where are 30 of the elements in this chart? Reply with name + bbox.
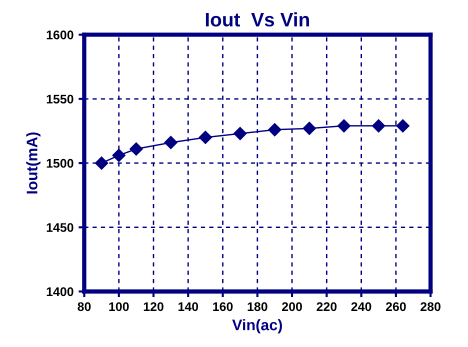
y-tick-label: 1500 [46,158,74,168]
x-tick-label: 260 [386,302,406,312]
x-tick-label: 180 [248,302,268,312]
x-tick-label: 280 [420,302,440,312]
point [94,156,108,170]
point [164,136,178,150]
point [112,148,126,162]
point [302,122,316,136]
x-tick-label: 100 [109,302,129,312]
y-tick-label: 1400 [46,287,74,296]
point [130,142,143,156]
x-tick-label: 80 [78,302,91,312]
y-tick-label: 1550 [46,94,74,104]
x-tick-label: 120 [144,302,164,312]
point [233,126,247,140]
x-tick-label: 220 [316,302,337,312]
x-tick-label: 200 [282,302,302,312]
x-tick-label: 160 [213,302,233,312]
x-tick-label: 140 [178,302,198,312]
point [337,119,351,132]
chart-title: Iout Vs Vin [206,12,309,27]
point [372,119,386,132]
point [396,119,410,132]
x-tick-label: 240 [351,302,372,312]
y-axis-title: Iout(mA) [26,132,40,194]
point [268,123,282,136]
y-tick-label: 1600 [46,30,74,40]
y-tick-label: 1450 [46,223,74,232]
point [198,130,212,144]
x-axis-title: Vin(ac) [232,319,282,334]
